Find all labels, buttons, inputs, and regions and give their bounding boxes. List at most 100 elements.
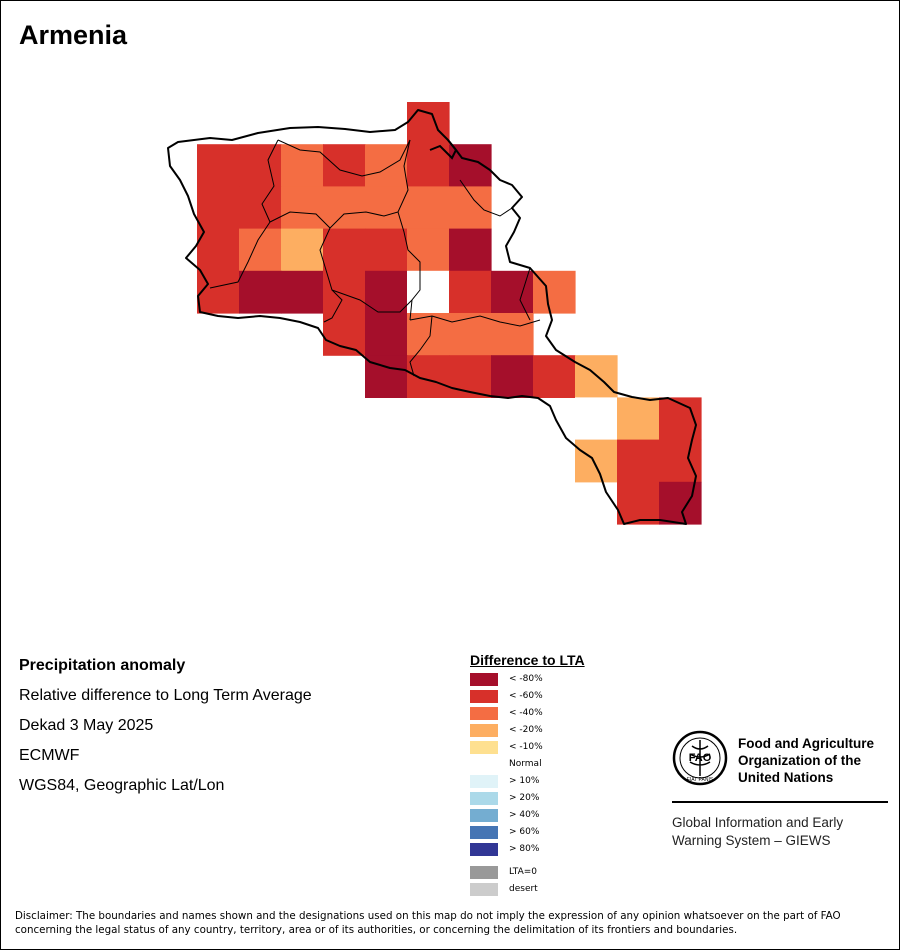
anomaly-cell (407, 144, 450, 187)
anomaly-cell (533, 355, 576, 398)
anomaly-cell (407, 186, 450, 230)
anomaly-cell (365, 228, 408, 272)
svg-text:FIAT PANIS: FIAT PANIS (687, 777, 714, 783)
anomaly-cell (407, 228, 450, 272)
anomaly-cell (239, 186, 282, 230)
info-heading: Precipitation anomaly (19, 657, 186, 674)
legend: Difference to LTA < -80% < -60% < -40% < -2… (470, 652, 585, 899)
anomaly-cell (617, 397, 660, 441)
anomaly-cell (617, 439, 660, 483)
fao-name-line: Organization of the (738, 753, 861, 768)
anomaly-cell (617, 481, 660, 525)
anomaly-cell (323, 186, 366, 230)
legend-item: < -40% (470, 706, 585, 723)
legend-label: > 20% (509, 793, 540, 803)
legend-label: < -20% (509, 725, 543, 735)
legend-item: > 10% (470, 774, 585, 791)
anomaly-cell (365, 313, 408, 356)
fao-name-line: Food and Agriculture (738, 736, 874, 751)
anomaly-cell (449, 355, 492, 398)
legend-label: < -10% (509, 742, 543, 752)
svg-text:FAO: FAO (689, 752, 712, 764)
legend-label: LTA=0 (509, 867, 537, 877)
anomaly-cell (659, 439, 702, 483)
anomaly-cell (491, 313, 534, 356)
anomaly-cell (575, 439, 618, 483)
legend-item: < -60% (470, 689, 585, 706)
legend-label: < -80% (509, 674, 543, 684)
anomaly-cell (197, 186, 240, 230)
legend-item: > 60% (470, 825, 585, 842)
legend-label: < -40% (509, 708, 543, 718)
anomaly-cell (449, 270, 492, 314)
legend-title: Difference to LTA (470, 652, 585, 668)
info-line-reference: Relative difference to Long Term Average (19, 687, 312, 704)
fao-emblem-icon: FAO FIAT PANIS (672, 730, 728, 786)
anomaly-cell (449, 228, 492, 272)
anomaly-cell (449, 186, 492, 230)
province-borders (209, 139, 541, 377)
legend-items: < -80% < -60% < -40% < -20% < -10% Normal > 10… (470, 672, 585, 899)
legend-swatch (470, 866, 498, 879)
disclaimer: Disclaimer: The boundaries and names sho… (15, 910, 841, 936)
legend-item: Normal (470, 757, 585, 774)
legend-label: < -60% (509, 691, 543, 701)
anomaly-cell (323, 228, 366, 272)
anomaly-cell (407, 102, 450, 145)
anomaly-grid (197, 102, 702, 525)
map-info: Precipitation anomaly Relative differenc… (19, 656, 312, 806)
legend-item: < -20% (470, 723, 585, 740)
anomaly-cell (197, 144, 240, 187)
anomaly-cell (407, 355, 450, 398)
legend-label: > 40% (509, 810, 540, 820)
anomaly-cell (281, 228, 324, 272)
anomaly-cell (323, 313, 366, 356)
legend-item: < -80% (470, 672, 585, 689)
anomaly-cell (323, 270, 366, 314)
legend-swatch (470, 792, 498, 805)
anomaly-cell (659, 481, 702, 525)
anomaly-cell (281, 270, 324, 314)
legend-item: LTA=0 (470, 865, 585, 882)
legend-swatch (470, 690, 498, 703)
anomaly-cell (449, 313, 492, 356)
anomaly-cell (491, 355, 534, 398)
legend-label: desert (509, 884, 538, 894)
legend-item: < -10% (470, 740, 585, 757)
legend-item: desert (470, 882, 585, 899)
legend-swatch (470, 883, 498, 896)
fao-name: Food and Agriculture Organization of the… (738, 735, 888, 786)
anomaly-cell (197, 228, 240, 272)
anomaly-cell (407, 270, 450, 314)
legend-swatch (470, 809, 498, 822)
legend-swatch (470, 741, 498, 754)
map-title: Armenia (19, 20, 128, 50)
info-line-projection: WGS84, Geographic Lat/Lon (19, 777, 225, 794)
legend-swatch (470, 775, 498, 788)
legend-swatch (470, 843, 498, 856)
fao-name-line: United Nations (738, 770, 834, 785)
giews-line: Warning System – GIEWS (672, 833, 831, 848)
legend-item: > 80% (470, 842, 585, 859)
legend-label: > 10% (509, 776, 540, 786)
legend-swatch (470, 826, 498, 839)
anomaly-cell (575, 397, 618, 441)
anomaly-cell (323, 144, 366, 187)
legend-swatch (470, 758, 498, 771)
legend-label: > 60% (509, 827, 540, 837)
giews-line: Global Information and Early (672, 815, 844, 830)
anomaly-cell (407, 313, 450, 356)
giews-label: Global Information and Early Warning Sys… (672, 814, 888, 850)
lake-sevan (429, 139, 458, 160)
anomaly-cell (365, 144, 408, 187)
info-line-source: ECMWF (19, 747, 80, 764)
info-line-period: Dekad 3 May 2025 (19, 717, 154, 734)
legend-item: > 40% (470, 808, 585, 825)
legend-swatch (470, 707, 498, 720)
anomaly-cell (281, 186, 324, 230)
anomaly-cell (239, 228, 282, 272)
legend-label: Normal (509, 759, 542, 769)
anomaly-cell (239, 144, 282, 187)
legend-swatch (470, 673, 498, 686)
